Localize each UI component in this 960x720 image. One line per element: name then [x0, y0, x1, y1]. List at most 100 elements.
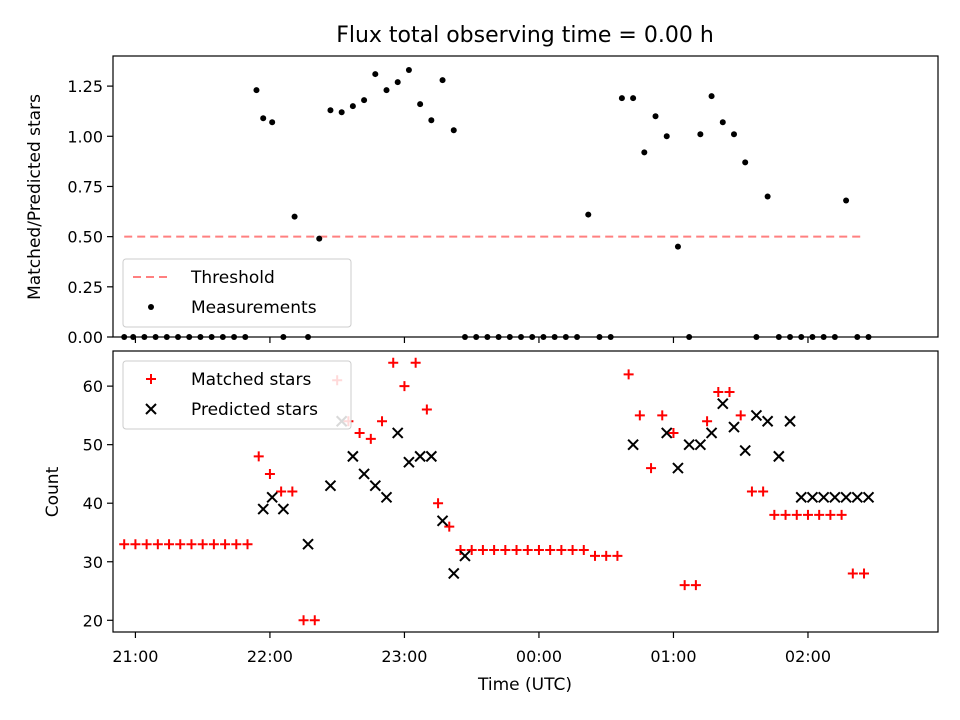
measurement-point	[253, 87, 260, 94]
count-xtick-label: 22:00	[247, 647, 293, 666]
matched-stars-point	[780, 509, 791, 520]
predicted-stars-point	[358, 468, 370, 480]
predicted-stars-point	[448, 567, 460, 580]
ratio-ytick-label: 0.50	[67, 228, 103, 247]
matched-stars-point	[623, 369, 634, 380]
measurement-point	[372, 71, 379, 78]
predicted-stars-point	[436, 515, 449, 527]
matched-stars-point	[769, 509, 780, 520]
matched-stars-point	[724, 386, 735, 397]
matched-stars-point	[242, 539, 253, 550]
legend-measurement-swatch	[148, 304, 154, 310]
ratio-legend: Threshold Measurements	[122, 258, 352, 328]
matched-stars-point	[186, 539, 197, 550]
measurement-point	[730, 131, 737, 138]
measurement-point	[260, 115, 267, 122]
predicted-stars-point	[403, 456, 415, 468]
measurement-point	[641, 149, 648, 156]
predicted-stars-point	[739, 444, 751, 457]
predicted-stars-point	[862, 491, 875, 504]
matched-stars-point	[119, 539, 130, 550]
measurement-point	[361, 97, 368, 104]
predicted-stars-point	[773, 450, 785, 463]
count-axis-ticks: 20 30 40 50 60 21:00 22:00 23:00 00:00 01:00 02:00	[83, 377, 831, 666]
measurement-point	[417, 101, 424, 108]
matched-stars-point	[410, 357, 421, 368]
matched-stars-point	[130, 539, 141, 550]
predicted-stars-point	[806, 491, 819, 504]
predicted-stars-point	[414, 450, 426, 463]
count-ytick-label: 50	[83, 436, 103, 455]
predicted-stars-point	[683, 438, 695, 451]
matched-stars-point	[354, 427, 365, 438]
matched-stars-point	[365, 433, 376, 444]
matched-stars-point	[522, 545, 533, 556]
matched-stars-point	[152, 539, 163, 550]
predicted-stars-point	[459, 550, 471, 562]
measurement-point	[439, 77, 446, 84]
predicted-stars-point	[705, 427, 718, 439]
matched-stars-point	[276, 486, 287, 497]
measurement-point	[405, 67, 412, 74]
ratio-ytick-label: 0.25	[67, 278, 103, 297]
ratio-axis-ticks: 0.00 0.25 0.50 0.75 1.00 1.25	[67, 77, 809, 347]
measurement-point	[742, 159, 749, 166]
matched-stars-point	[433, 498, 444, 509]
matched-stars-point	[388, 357, 399, 368]
predicted-stars-point	[661, 427, 673, 439]
matched-stars-point	[444, 521, 455, 532]
measurement-point	[652, 113, 659, 120]
measurement-point	[585, 211, 592, 218]
chart-title: Flux total observing time = 0.00 h	[336, 23, 714, 48]
matched-stars-point	[477, 545, 488, 556]
y-axis-label-count: Count	[43, 466, 63, 517]
matched-stars-point	[197, 539, 208, 550]
x-axis-label: Time (UTC)	[477, 675, 572, 695]
ratio-ytick-label: 1.00	[67, 127, 103, 146]
predicted-stars-point	[627, 438, 639, 451]
count-legend-box	[122, 360, 352, 430]
matched-stars-point	[175, 539, 186, 550]
predicted-stars-point	[750, 409, 763, 422]
measurement-point	[338, 109, 345, 116]
count-axes-frame	[112, 350, 939, 633]
count-ytick-label: 30	[83, 553, 103, 572]
matched-stars-point	[859, 568, 870, 579]
predicted-stars-point	[694, 438, 707, 451]
matched-stars-point	[377, 416, 388, 427]
count-xtick-label: 00:00	[516, 647, 562, 666]
legend-label: Threshold	[190, 268, 275, 288]
matched-stars-point	[668, 427, 679, 438]
matched-stars-point	[735, 410, 746, 421]
y-axis-label-ratio: Matched/Predicted stars	[25, 94, 45, 300]
legend-label: Matched stars	[191, 370, 311, 390]
predicted-stars-point	[425, 450, 438, 463]
legend-matched-swatch	[146, 374, 156, 384]
ratio-panel: Flux total observing time = 0.00 h Match…	[25, 23, 939, 347]
predicted-stars-point	[784, 415, 796, 427]
matched-stars-point	[657, 410, 668, 421]
matched-stars-point	[298, 615, 309, 626]
matched-stars-point	[825, 509, 836, 520]
matched-stars-point	[836, 509, 847, 520]
count-ytick-label: 20	[83, 611, 103, 630]
predicted-stars-point	[717, 397, 729, 410]
matched-stars-point	[500, 545, 511, 556]
legend-label: Predicted stars	[191, 400, 318, 420]
predicted-stars-point	[369, 479, 382, 492]
count-panel: Count Time (UTC) 20 30 40 50 60 21:00 22:00 23:…	[43, 350, 939, 695]
matched-stars-point	[141, 539, 152, 550]
matched-stars-point	[164, 539, 175, 550]
measurement-point	[291, 213, 298, 220]
matched-stars-point	[746, 486, 757, 497]
count-xtick-label: 21:00	[112, 647, 158, 666]
predicted-stars-point	[302, 538, 314, 550]
ratio-axes-frame	[112, 55, 939, 338]
matched-stars-point	[791, 509, 802, 520]
matched-stars-point	[702, 416, 713, 427]
predicted-stars-point	[392, 427, 404, 439]
predicted-stars-point	[817, 491, 830, 504]
matched-stars-point	[455, 545, 466, 556]
matched-stars-point	[802, 509, 813, 520]
